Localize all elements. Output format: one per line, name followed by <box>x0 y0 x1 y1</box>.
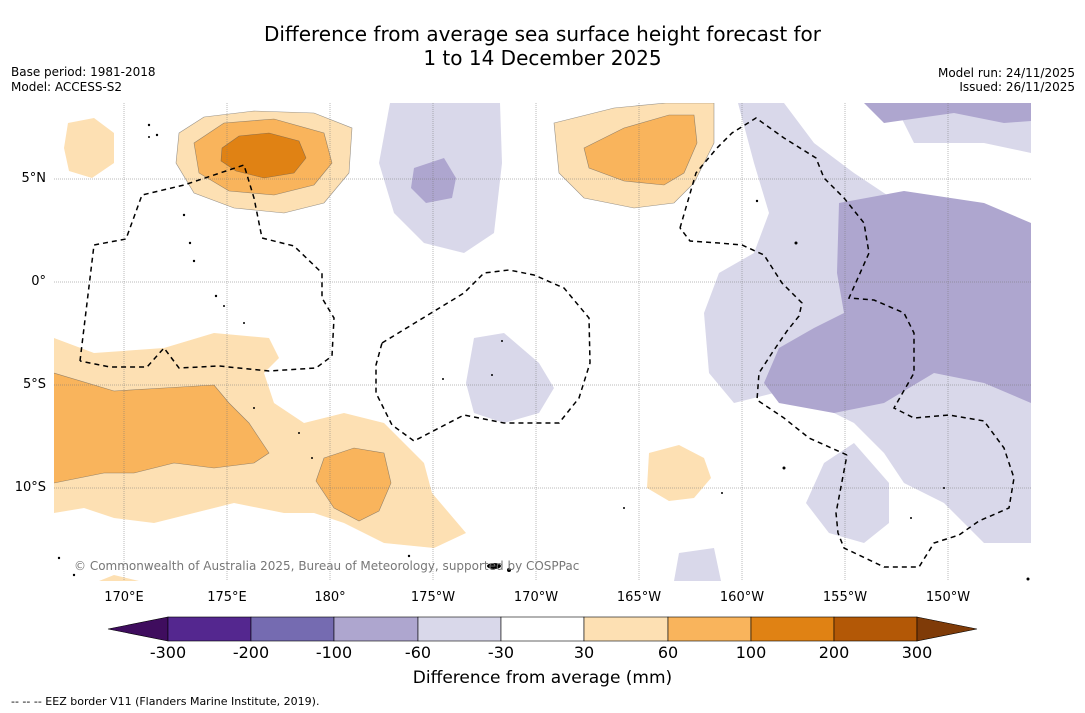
colorbar-segment <box>667 616 752 642</box>
colorbar-label: -200 <box>232 643 270 662</box>
model-name: Model: ACCESS-S2 <box>11 80 123 94</box>
colorbar-label: 100 <box>735 643 767 662</box>
eez-border-lines <box>79 117 1015 568</box>
map-svg: © Commonwealth of Australia 2025, Bureau… <box>54 103 1031 581</box>
island-markers <box>57 123 1030 581</box>
x-tick-label: 170°W <box>513 590 559 605</box>
colorbar-segment <box>833 616 918 642</box>
colorbar-segment <box>750 616 835 642</box>
colorbar-label: -100 <box>315 643 353 662</box>
colorbar-segment <box>583 616 669 642</box>
colorbar <box>107 616 978 642</box>
colorbar-label: 300 <box>901 643 933 662</box>
y-tick-label: 10°S <box>14 480 46 495</box>
colorbar-segment <box>500 616 585 642</box>
colorbar-arrow-left <box>107 616 169 642</box>
colorbar-segment <box>417 616 502 642</box>
x-tick-label: 175°W <box>410 590 456 605</box>
x-tick-label: 175°E <box>207 590 247 605</box>
graticule-lines <box>54 103 1031 581</box>
colorbar-segment <box>250 616 335 642</box>
colorbar-label: -30 <box>487 643 515 662</box>
x-tick-label: 155°W <box>822 590 868 605</box>
base-period: Base period: 1981-2018 <box>11 65 156 79</box>
map-title-line1: Difference from average sea surface heig… <box>263 22 822 46</box>
colorbar-label: -300 <box>149 643 187 662</box>
colorbar-label: 200 <box>818 643 850 662</box>
colorbar-label: 60 <box>657 643 679 662</box>
sea-surface-height-map: © Commonwealth of Australia 2025, Bureau… <box>54 103 1031 581</box>
x-tick-label: 170°E <box>104 590 144 605</box>
colorbar-label: -60 <box>404 643 432 662</box>
x-tick-label: 165°W <box>616 590 662 605</box>
colorbar-arrow-right <box>916 616 978 642</box>
colorbar-segment <box>333 616 419 642</box>
x-tick-label: 180° <box>314 590 346 605</box>
y-tick-label: 0° <box>31 274 46 289</box>
issued-date: Issued: 26/11/2025 <box>959 80 1075 94</box>
colorbar-segment <box>167 616 252 642</box>
positive-anomaly-strong-region <box>221 133 306 178</box>
negative-anomaly-medium-regions <box>411 103 1031 413</box>
colorbar-label: 30 <box>573 643 595 662</box>
y-tick-label: 5°N <box>21 171 47 186</box>
model-run: Model run: 24/11/2025 <box>937 66 1075 80</box>
y-tick-label: 5°S <box>22 377 46 392</box>
x-tick-label: 150°W <box>925 590 971 605</box>
contour-lines <box>54 103 715 522</box>
copyright-text: © Commonwealth of Australia 2025, Bureau… <box>74 559 579 573</box>
eez-legend-note: -- -- -- EEZ border V11 (Flanders Marine… <box>11 695 320 708</box>
map-title-line2: 1 to 14 December 2025 <box>423 46 662 70</box>
x-tick-label: 160°W <box>719 590 765 605</box>
colorbar-title: Difference from average (mm) <box>412 668 673 688</box>
